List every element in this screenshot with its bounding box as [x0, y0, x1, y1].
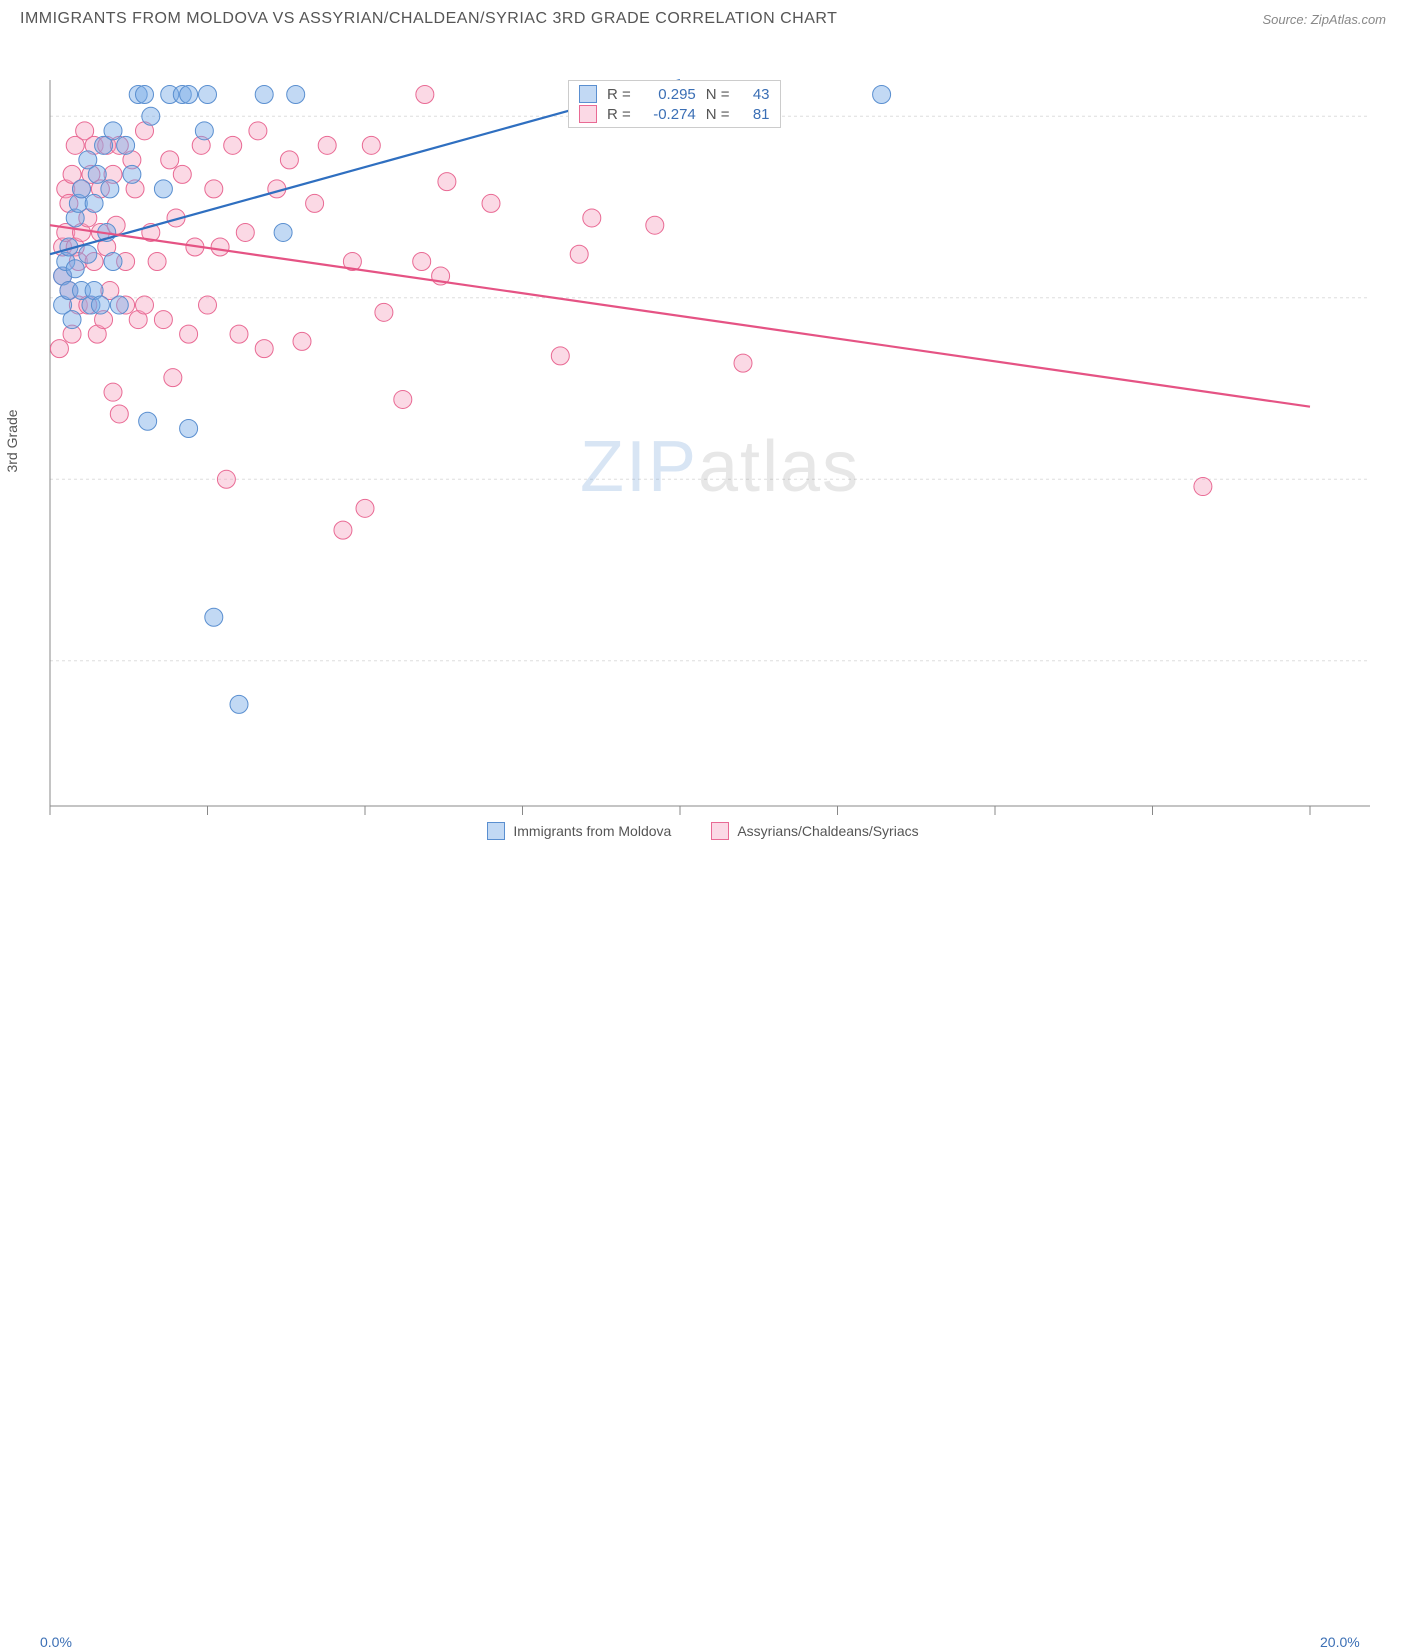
swatch-moldova-icon — [579, 85, 597, 103]
n-value-moldova: 43 — [740, 86, 770, 103]
x-tick-label: 0.0% — [40, 1634, 72, 1650]
swatch-assyrian-icon — [579, 105, 597, 123]
legend-item-assyrian: Assyrians/Chaldeans/Syriacs — [711, 822, 918, 840]
r-value-assyrian: -0.274 — [641, 106, 696, 123]
legend-label-moldova: Immigrants from Moldova — [513, 823, 671, 839]
x-tick-label: 20.0% — [1320, 1634, 1360, 1650]
y-axis-label: 3rd Grade — [4, 409, 20, 472]
r-value-moldova: 0.295 — [641, 86, 696, 103]
legend-label-assyrian: Assyrians/Chaldeans/Syriacs — [737, 823, 918, 839]
r-label: R = — [607, 86, 631, 103]
n-label: N = — [706, 86, 730, 103]
n-value-assyrian: 81 — [740, 106, 770, 123]
legend: Immigrants from Moldova Assyrians/Chalde… — [0, 822, 1406, 840]
chart-source: Source: ZipAtlas.com — [1262, 12, 1386, 27]
stat-row-moldova: R = 0.295 N = 43 — [579, 85, 770, 103]
r-label: R = — [607, 106, 631, 123]
stat-row-assyrian: R = -0.274 N = 81 — [579, 105, 770, 123]
chart-title: IMMIGRANTS FROM MOLDOVA VS ASSYRIAN/CHAL… — [20, 10, 837, 28]
legend-swatch-moldova-icon — [487, 822, 505, 840]
legend-item-moldova: Immigrants from Moldova — [487, 822, 671, 840]
n-label: N = — [706, 106, 730, 123]
chart-header: IMMIGRANTS FROM MOLDOVA VS ASSYRIAN/CHAL… — [0, 0, 1406, 36]
correlation-stats-box: R = 0.295 N = 43 R = -0.274 N = 81 — [568, 80, 781, 128]
scatter-chart — [0, 36, 1406, 846]
legend-swatch-assyrian-icon — [711, 822, 729, 840]
chart-area: 3rd Grade 92.5%95.0%97.5%100.0% 0.0%20.0… — [0, 36, 1406, 846]
